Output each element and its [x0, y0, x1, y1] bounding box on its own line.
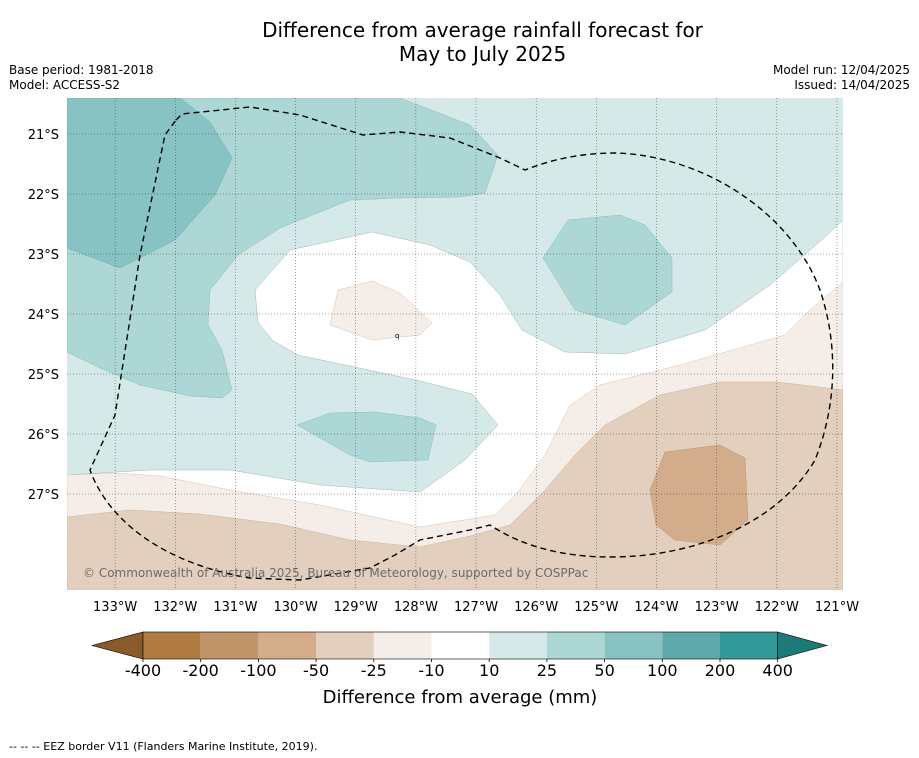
latitude-label: 27°S — [28, 488, 59, 503]
left-meta: Base period: 1981-2018 Model: ACCESS-S2 — [9, 63, 154, 93]
region-25-50-south — [296, 411, 437, 463]
model-run: Model run: 12/04/2025 — [772, 63, 910, 77]
longitude-label: 131°W — [213, 600, 257, 615]
latitude-labels: 21°S 22°S 23°S 24°S 25°S 26°S 27°S — [28, 128, 59, 503]
longitude-label: 130°W — [274, 600, 318, 615]
map-title: Difference from average rainfall forecas… — [0, 18, 919, 66]
colorbar-segment — [662, 632, 720, 659]
longitude-labels: 133°W 132°W 131°W 130°W 129°W 128°W 127°W 126°W… — [93, 600, 859, 615]
colorbar-segment — [200, 632, 259, 659]
colorbar-tick-label: -200 — [183, 661, 219, 680]
colorbar-tick-label: 400 — [762, 661, 793, 680]
title-line-1: Difference from average rainfall forecas… — [262, 18, 703, 42]
right-meta: Model run: 12/04/2025 Issued: 14/04/2025 — [773, 63, 910, 93]
colorbar-tick-label: 50 — [594, 661, 614, 680]
longitude-label: 123°W — [695, 600, 739, 615]
latitude-label: 22°S — [28, 188, 59, 203]
title-line-2: May to July 2025 — [398, 42, 567, 66]
colorbar-tick-label: -50 — [303, 661, 329, 680]
longitude-label: 129°W — [334, 600, 378, 615]
longitude-label: 132°W — [153, 600, 197, 615]
colorbar: -400 -200 -100 -50 -25 -10 10 25 50 100 200 400 — [90, 631, 829, 680]
longitude-label: 124°W — [634, 600, 678, 615]
region-50-100 — [67, 98, 233, 269]
colorbar-segment — [604, 632, 663, 659]
map-area: q © Commonwealth of Australia 2025, Bure… — [67, 98, 843, 590]
region-25-50-east — [542, 214, 673, 326]
colorbar-segment — [489, 632, 547, 659]
footer-note: -- -- -- EEZ border V11 (Flanders Marine… — [9, 740, 318, 753]
latitude-label: 24°S — [28, 308, 59, 323]
colorbar-segment — [143, 632, 201, 659]
contour-mark: q — [395, 332, 399, 340]
colorbar-title: Difference from average (mm) — [323, 687, 598, 708]
longitude-label: 125°W — [574, 600, 618, 615]
colorbar-tick-label: -25 — [361, 661, 387, 680]
colorbar-segment — [546, 632, 605, 659]
rainfall-map: q © Commonwealth of Australia 2025, Bure… — [28, 98, 859, 708]
colorbar-tick-label: -400 — [125, 661, 161, 680]
latitude-label: 23°S — [28, 248, 59, 263]
colorbar-tick-label: 10 — [479, 661, 499, 680]
region-dry-strong — [649, 444, 749, 546]
colorbar-extend-high — [777, 631, 829, 660]
colorbar-tick-label: 100 — [647, 661, 678, 680]
longitude-label: 122°W — [755, 600, 799, 615]
issued-date: Issued: 14/04/2025 — [794, 78, 910, 92]
longitude-label: 121°W — [815, 600, 859, 615]
colorbar-segment — [431, 632, 490, 659]
colorbar-tick-label: -100 — [240, 661, 276, 680]
longitude-label: 128°W — [394, 600, 438, 615]
colorbar-tick-label: -10 — [418, 661, 444, 680]
region-dry-centre — [329, 280, 433, 341]
model-name: Model: ACCESS-S2 — [9, 78, 121, 92]
colorbar-extend-low — [90, 631, 144, 660]
colorbar-tick-label: 25 — [537, 661, 557, 680]
latitude-label: 25°S — [28, 368, 59, 383]
base-period: Base period: 1981-2018 — [9, 63, 154, 77]
latitude-label: 26°S — [28, 428, 59, 443]
colorbar-frame — [142, 631, 779, 660]
latitude-label: 21°S — [28, 128, 59, 143]
longitude-label: 133°W — [93, 600, 137, 615]
eez-border — [89, 106, 834, 581]
colorbar-segment — [316, 632, 374, 659]
copyright-text: © Commonwealth of Australia 2025, Bureau… — [83, 566, 588, 580]
longitude-label: 127°W — [454, 600, 498, 615]
colorbar-segment — [258, 632, 317, 659]
longitude-label: 126°W — [514, 600, 558, 615]
colorbar-segment — [373, 632, 432, 659]
colorbar-tick-label: 200 — [705, 661, 736, 680]
colorbar-segment — [720, 632, 778, 659]
